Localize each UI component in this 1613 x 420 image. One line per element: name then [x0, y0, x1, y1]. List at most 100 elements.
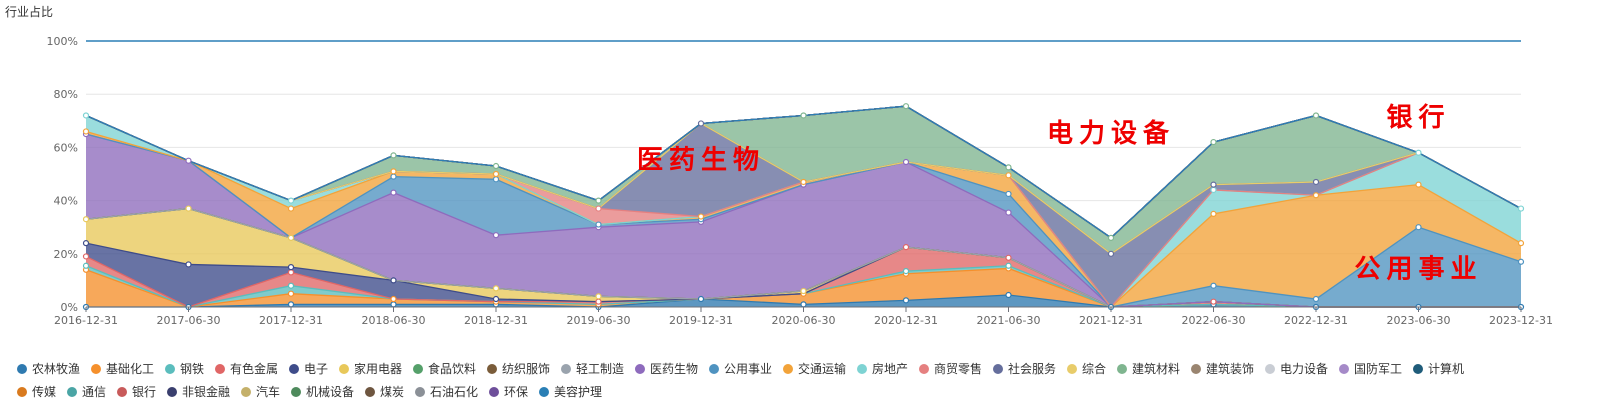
point-交通运输-2018-12-31: [492, 170, 500, 178]
x-tick-label: 2020-06-30: [772, 314, 836, 327]
legend-item[interactable]: 交通运输: [783, 361, 846, 376]
legend-label: 电力设备: [1280, 362, 1328, 376]
point-建筑材料-2018-06-30: [390, 152, 397, 159]
legend-label: 纺织服饰: [502, 362, 550, 376]
point-建筑材料-2022-12-31: [1312, 112, 1320, 119]
legend-item[interactable]: 环保: [489, 385, 528, 399]
point-电子-2018-06-30: [390, 277, 397, 284]
legend-marker: [91, 364, 101, 374]
point-有色金属-2022-06-30: [1210, 298, 1217, 305]
x-tick-label: 2023-06-30: [1387, 314, 1451, 327]
legend-marker: [291, 387, 301, 397]
legend-item[interactable]: 社会服务: [993, 361, 1056, 376]
legend-label: 计算机: [1428, 361, 1464, 376]
point-基础化工-2017-12-31: [287, 290, 295, 297]
legend-item[interactable]: 国防军工: [1339, 361, 1402, 376]
legend-marker: [539, 387, 549, 397]
legend-marker: [17, 364, 27, 374]
point-家用电器-2016-12-31: [82, 216, 90, 223]
point-交通运输-2018-06-30: [390, 168, 397, 175]
point-房地产-2022-06-30: [1210, 186, 1217, 194]
legend-item[interactable]: 计算机: [1413, 361, 1464, 376]
legend-marker: [1067, 364, 1077, 374]
point-房地产-2017-12-31: [287, 197, 295, 204]
annotation: 公用事业: [1354, 255, 1482, 285]
legend-item[interactable]: 电子: [289, 362, 328, 376]
point-公用事业-2022-12-31: [1312, 295, 1320, 303]
legend-label: 食品饮料: [428, 361, 476, 376]
legend-marker: [561, 364, 571, 374]
legend-label: 国防军工: [1354, 361, 1402, 376]
legend-marker: [339, 364, 349, 374]
legend-item[interactable]: 钢铁: [165, 362, 204, 376]
legend-label: 交通运输: [798, 361, 846, 376]
x-tick-label: 2022-12-31: [1284, 314, 1348, 327]
legend-label: 银行: [132, 385, 156, 399]
legend-item[interactable]: 医药生物: [635, 362, 698, 376]
x-tick-label: 2021-12-31: [1079, 314, 1143, 327]
x-tick-label: 2019-06-30: [567, 314, 631, 327]
x-tick-label: 2016-12-31: [54, 314, 118, 327]
legend-item[interactable]: 家用电器: [339, 361, 402, 376]
point-家用电器-2017-06-30: [185, 205, 192, 212]
legend-item[interactable]: 公用事业: [709, 362, 772, 376]
point-交通运输-2022-12-31: [1312, 192, 1320, 199]
area-公用事业: [86, 134, 1521, 307]
legend-marker: [165, 364, 175, 374]
legend-item[interactable]: 建筑装饰: [1191, 361, 1254, 376]
y-tick-label: 40%: [54, 195, 78, 208]
legend-item[interactable]: 商贸零售: [919, 361, 982, 376]
legend-label: 建筑装饰: [1206, 361, 1254, 376]
legend-label: 传媒: [32, 384, 56, 399]
point-交通运输-2022-06-30: [1210, 210, 1217, 217]
point-公用事业-2023-12-31: [1517, 258, 1525, 265]
point-商贸零售-2019-06-30: [595, 205, 602, 212]
legend-marker: [215, 364, 225, 374]
point-医药生物-2020-12-31: [902, 158, 910, 166]
point-交通运输-2017-12-31: [287, 205, 295, 212]
legend-item[interactable]: 非银金融: [167, 384, 230, 399]
legend-label: 农林牧渔: [32, 362, 80, 376]
legend-item[interactable]: 综合: [1067, 361, 1106, 376]
legend-label: 美容护理: [554, 384, 602, 399]
point-电子-2017-06-30: [185, 261, 192, 268]
point-社会服务-2021-12-31: [1107, 250, 1115, 257]
legend-item[interactable]: 传媒: [17, 384, 56, 399]
legend-item[interactable]: 建筑材料: [1117, 361, 1180, 376]
legend-item[interactable]: 通信: [67, 385, 106, 399]
point-农林牧渔-2018-06-30: [390, 301, 397, 308]
point-医药生物-2017-06-30: [185, 157, 192, 164]
legend-item[interactable]: 农林牧渔: [17, 362, 80, 376]
legend-item[interactable]: 煤炭: [365, 385, 404, 399]
legend-item[interactable]: 房地产: [857, 361, 908, 376]
legend-item[interactable]: 基础化工: [91, 362, 154, 376]
legend-marker: [635, 364, 645, 374]
point-农林牧渔-2021-06-30: [1005, 291, 1012, 299]
legend-marker: [117, 387, 127, 397]
legend-item[interactable]: 纺织服饰: [487, 362, 550, 376]
legend-marker: [365, 387, 375, 397]
point-医药生物-2018-12-31: [492, 232, 500, 239]
legend-item[interactable]: 银行: [117, 385, 156, 399]
legend-item[interactable]: 汽车: [241, 384, 280, 399]
point-社会服务-2019-12-31: [697, 120, 705, 127]
point-交通运输-2021-06-30: [1005, 172, 1012, 179]
legend-item[interactable]: 有色金属: [215, 361, 278, 376]
point-建筑材料-2020-06-30: [800, 112, 807, 119]
legend-item[interactable]: 食品饮料: [413, 361, 476, 376]
legend: 农林牧渔 基础化工 钢铁 有色金属 电子 家用电器 食品饮料 纺织服饰 轻工制造 医药生物 公用事业…: [17, 361, 1464, 399]
legend-item[interactable]: 轻工制造: [561, 362, 624, 376]
point-交通运输-2023-06-30: [1415, 181, 1422, 188]
legend-item[interactable]: 电力设备: [1265, 362, 1328, 376]
point-基础化工-2018-06-30: [390, 295, 397, 303]
legend-marker: [709, 364, 719, 374]
legend-item[interactable]: 机械设备: [291, 384, 354, 399]
legend-item[interactable]: 美容护理: [539, 384, 602, 399]
legend-item[interactable]: 石油石化: [415, 385, 478, 399]
legend-marker: [289, 364, 299, 374]
point-公用事业-2018-12-31: [492, 176, 500, 183]
point-钢铁-2017-12-31: [287, 282, 295, 289]
point-公用事业-2021-06-30: [1005, 190, 1012, 198]
point-交通运输-2020-06-30: [800, 178, 807, 186]
legend-marker: [1191, 364, 1201, 374]
